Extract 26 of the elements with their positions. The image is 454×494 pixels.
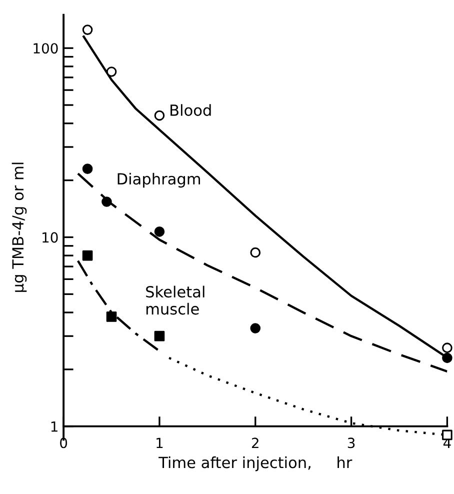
point	[442, 352, 452, 364]
point	[102, 196, 112, 207]
point	[442, 430, 452, 440]
y-tick-label: 1	[51, 421, 58, 432]
x-tick-label: 1	[156, 438, 163, 448]
point	[154, 226, 165, 237]
y-tick-label: 100	[34, 43, 58, 54]
series-label: Diaphragm	[118, 172, 200, 188]
point	[106, 312, 117, 322]
series-label: Blood	[170, 104, 211, 116]
point	[82, 24, 93, 35]
line-series	[76, 172, 448, 373]
point	[250, 323, 261, 334]
y-axis-title: μg TMB-4/g or ml	[12, 162, 27, 292]
point	[154, 330, 165, 342]
y-tick-label: 10	[42, 232, 58, 243]
point	[154, 110, 165, 121]
series-label: Skeletal muscle	[146, 286, 204, 315]
point	[106, 66, 117, 77]
point	[82, 164, 93, 174]
point	[82, 250, 93, 261]
x-tick-label: 3	[348, 438, 355, 448]
point	[250, 247, 261, 258]
x-tick-label: 2	[252, 438, 258, 448]
point	[442, 342, 452, 353]
x-axis-title: Time after injection, hr	[158, 456, 352, 472]
